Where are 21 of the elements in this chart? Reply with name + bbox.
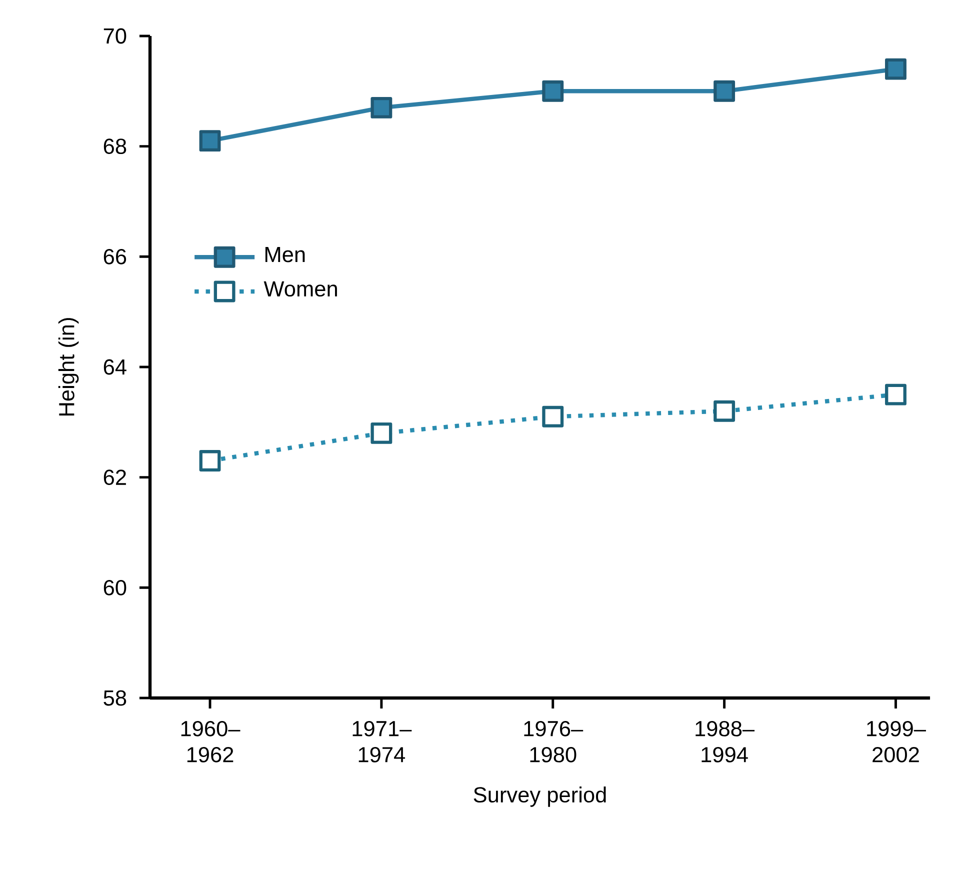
x-tick-label: 1999–2002: [867, 720, 926, 762]
point: [885, 58, 906, 80]
y-tick-label: 64: [104, 359, 126, 375]
y-axis-title: Height (in): [58, 318, 79, 416]
y-tick-label: 60: [104, 580, 126, 596]
y-tick-label: 58: [104, 690, 126, 706]
x-tick-label: 1976–1980: [524, 720, 584, 762]
y-tick-label: 68: [104, 138, 126, 154]
legend-label: Men: [265, 247, 305, 262]
legend-label: Women: [264, 281, 337, 297]
x-tick-label: 1971–1974: [352, 720, 412, 762]
y-tick-label: 62: [104, 470, 126, 486]
point: [542, 80, 564, 102]
point: [714, 80, 736, 102]
y-tick-label: 70: [104, 28, 126, 44]
point: [370, 96, 392, 118]
x-axis-title: Survey period: [474, 786, 606, 807]
x-tick-label: 1988–1994: [696, 720, 755, 762]
y-tick-label: 66: [104, 248, 126, 264]
x-tick-label: 1960–1962: [181, 720, 240, 762]
point: [199, 130, 221, 152]
